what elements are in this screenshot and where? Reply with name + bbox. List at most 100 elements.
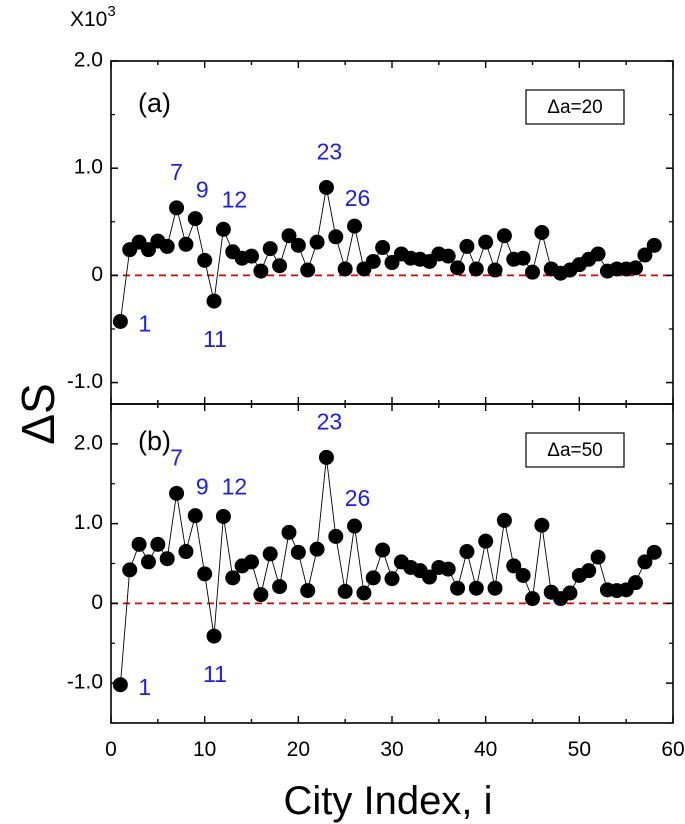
panel-label: (b)	[138, 426, 171, 456]
y-tick-label: 0	[91, 263, 103, 286]
data-point	[347, 518, 363, 534]
data-point	[122, 562, 138, 578]
data-point	[281, 524, 297, 540]
point-annotation: 9	[196, 474, 209, 500]
data-point	[159, 551, 175, 567]
data-point	[646, 544, 662, 560]
data-point	[637, 554, 653, 570]
data-point	[112, 677, 128, 693]
data-point	[290, 544, 306, 560]
x-tick-label: 30	[380, 738, 403, 761]
data-point	[562, 585, 578, 601]
data-point	[459, 544, 475, 560]
data-point	[534, 517, 550, 533]
data-point	[337, 261, 353, 277]
y-tick-label: -1.0	[67, 370, 103, 393]
data-point	[450, 260, 466, 276]
point-annotation: 7	[170, 444, 183, 470]
point-annotation: 9	[196, 177, 209, 203]
data-point	[337, 583, 353, 599]
data-point	[187, 211, 203, 227]
data-point	[178, 236, 194, 252]
x-tick-label: 20	[287, 738, 310, 761]
y-tick-label: 1.0	[74, 156, 103, 179]
point-annotation: 11	[203, 326, 227, 352]
data-point	[328, 528, 344, 544]
data-point	[187, 508, 203, 524]
data-point	[468, 261, 484, 277]
panel-b: -1.0 0 1.0 2.0 1 79 11 12 23 26 (b) Δa=50	[67, 403, 674, 724]
data-point	[646, 237, 662, 253]
data-point	[318, 179, 334, 195]
x-tick-label: 40	[474, 738, 497, 761]
y-axis-title: ΔS	[12, 383, 64, 444]
point-annotation: 1	[138, 311, 151, 337]
data-point	[590, 246, 606, 262]
data-point	[253, 587, 269, 603]
point-annotation: 12	[222, 186, 248, 212]
data-point	[496, 512, 512, 528]
point-annotation: 23	[317, 138, 343, 164]
data-point	[628, 260, 644, 276]
data-point	[290, 237, 306, 253]
data-point	[534, 225, 550, 240]
y-tick-label: 2.0	[74, 431, 103, 454]
data-point	[478, 533, 494, 549]
y-multiplier: X103	[70, 3, 116, 31]
data-point	[169, 485, 185, 501]
data-point	[347, 218, 363, 234]
data-point	[384, 571, 400, 587]
point-annotation: 7	[170, 159, 183, 185]
data-point	[421, 569, 437, 585]
data-point	[244, 248, 259, 264]
data-point	[365, 253, 381, 269]
data-point	[525, 591, 540, 607]
data-point	[487, 262, 503, 278]
y-tick-label: 2.0	[74, 49, 103, 72]
legend-label: Δa=20	[547, 97, 603, 118]
data-point	[197, 252, 213, 268]
data-point	[178, 544, 194, 560]
data-point	[253, 263, 269, 279]
point-annotation: 11	[203, 661, 227, 687]
data-point	[450, 580, 466, 596]
x-tick-label: 60	[661, 738, 684, 761]
data-point	[309, 234, 325, 250]
data-point	[169, 200, 185, 216]
data-point	[375, 542, 391, 558]
data-point	[459, 238, 475, 254]
legend-label: Δa=50	[547, 440, 603, 461]
data-point	[300, 583, 316, 599]
legend-box	[525, 432, 625, 468]
data-point	[496, 228, 512, 244]
data-point	[225, 570, 241, 586]
data-point	[206, 628, 222, 644]
data-point	[440, 248, 456, 264]
data-point	[356, 585, 372, 601]
data-point	[131, 536, 147, 552]
data-point	[272, 579, 288, 595]
data-point	[140, 554, 156, 570]
data-point	[515, 250, 531, 266]
data-point	[309, 541, 325, 557]
data-point	[206, 293, 222, 309]
data-point	[244, 554, 259, 570]
data-point	[318, 449, 334, 465]
x-tick-label: 50	[568, 738, 591, 761]
data-point	[112, 313, 128, 329]
x-axis-title: City Index, i	[284, 779, 493, 823]
data-point	[468, 580, 484, 596]
point-annotation: 1	[138, 674, 151, 700]
data-point	[478, 234, 494, 250]
point-annotation: 26	[345, 185, 371, 211]
data-point	[581, 563, 597, 579]
data-point	[262, 546, 278, 562]
data-point	[159, 238, 175, 254]
data-point	[515, 567, 531, 583]
data-point	[197, 566, 213, 582]
data-point	[215, 508, 231, 524]
point-annotation: 23	[317, 408, 343, 434]
data-point	[525, 264, 540, 280]
y-tick-label: 1.0	[74, 511, 103, 534]
data-point	[328, 229, 344, 245]
